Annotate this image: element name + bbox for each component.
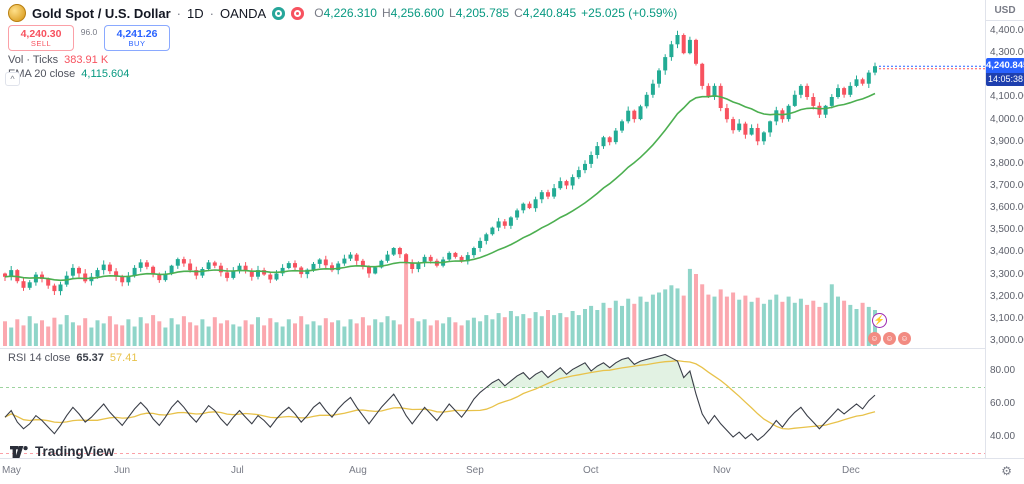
high-label: H <box>381 6 391 20</box>
volume-legend[interactable]: Vol · Ticks 383.91 K <box>8 54 108 66</box>
price-axis-label: 3,600.000 <box>990 202 1024 213</box>
tradingview-logo[interactable]: TradingView <box>10 444 114 459</box>
time-axis-month-label: Oct <box>583 465 599 476</box>
price-axis-label: 3,100.000 <box>990 313 1024 324</box>
ohlc-values: O4,226.310 H4,256.600 L4,205.785 C4,240.… <box>314 6 677 20</box>
smiley-reaction-icon[interactable]: ☺ <box>868 332 881 345</box>
price-axis-label: 3,900.000 <box>990 136 1024 147</box>
symbol-name[interactable]: Gold Spot / U.S. Dollar <box>32 5 171 21</box>
ema-legend[interactable]: EMA 20 close 4,115.604 <box>8 68 129 80</box>
close-value: 4,240.845 <box>522 6 577 20</box>
price-axis-label: 3,700.000 <box>990 180 1024 191</box>
chart-canvas[interactable] <box>0 0 986 458</box>
trade-widget: 4,240.30 SELL 96.0 4,241.26 BUY <box>8 25 170 51</box>
price-axis-label: 3,400.000 <box>990 246 1024 257</box>
high-value: 4,256.600 <box>390 6 445 20</box>
spread-value: 96.0 <box>80 27 98 37</box>
exchange-label[interactable]: OANDA <box>219 5 267 21</box>
visibility-icon[interactable] <box>272 6 286 20</box>
tradingview-logo-text: TradingView <box>35 444 115 459</box>
price-axis-label: 3,500.000 <box>990 224 1024 235</box>
price-axis-label: 3,800.000 <box>990 158 1024 169</box>
price-axis-label: 3,200.000 <box>990 291 1024 302</box>
sell-price: 4,240.30 <box>20 27 62 40</box>
symbol-legend: Gold Spot / U.S. Dollar · 1D · OANDA O4,… <box>8 4 677 22</box>
rsi-axis-label: 40.00 <box>990 431 1016 442</box>
smiley-reaction-icon[interactable]: ☺ <box>883 332 896 345</box>
alert-icon[interactable] <box>291 6 305 20</box>
axis-settings-icon[interactable]: ⚙ <box>1001 464 1012 478</box>
price-axis-label: 4,100.000 <box>990 91 1024 102</box>
flash-reaction-icon[interactable]: ⚡ <box>872 313 887 328</box>
change-value: +25.025 (+0.59%) <box>581 6 678 20</box>
smiley-reaction-icon[interactable]: ☺ <box>898 332 911 345</box>
time-axis-month-label: Jun <box>114 465 131 476</box>
sell-button[interactable]: 4,240.30 SELL <box>8 25 74 51</box>
ema-legend-value: 4,115.604 <box>81 68 130 80</box>
price-axis-label: 4,000.000 <box>990 114 1024 125</box>
separator-dot: · <box>209 5 214 21</box>
open-label: O <box>314 6 324 20</box>
current-price-value: 4,240.845 <box>986 58 1024 73</box>
price-axis-label: 3,000.000 <box>990 335 1024 346</box>
price-axis[interactable]: USD 4,240.845 14:05:38 4,400.000 4,300.00… <box>985 0 1024 458</box>
rsi-axis-label: 80.00 <box>990 365 1016 376</box>
buy-label: BUY <box>128 39 146 48</box>
volume-legend-value: 383.91 K <box>64 54 109 66</box>
instrument-logo-icon <box>8 4 26 22</box>
low-value: 4,205.785 <box>455 6 510 20</box>
time-axis-month-label: Jul <box>231 465 244 476</box>
current-price-badge[interactable]: 4,240.845 14:05:38 <box>986 58 1024 86</box>
interval-label[interactable]: 1D <box>187 5 204 21</box>
currency-label[interactable]: USD <box>986 0 1024 21</box>
sell-label: SELL <box>30 39 52 48</box>
open-value: 4,226.310 <box>323 6 377 20</box>
time-axis-month-label: Aug <box>349 465 367 476</box>
bar-countdown: 14:05:38 <box>986 73 1024 86</box>
ema-legend-title: EMA 20 close <box>8 68 76 80</box>
time-axis[interactable]: ⚙ May Jun Jul Aug Sep Oct Nov Dec <box>0 458 1024 484</box>
time-axis-month-label: May <box>2 465 21 476</box>
tradingview-logo-icon <box>10 445 28 458</box>
low-label: L <box>449 6 456 20</box>
collapse-legend-button[interactable]: ^ <box>5 72 20 86</box>
pane-separator[interactable] <box>0 348 1024 349</box>
buy-price: 4,241.26 <box>116 27 158 40</box>
rsi-legend[interactable]: RSI 14 close 65.37 57.41 <box>8 352 137 364</box>
buy-button[interactable]: 4,241.26 BUY <box>104 25 170 51</box>
close-label: C <box>514 6 523 20</box>
price-axis-label: 4,300.000 <box>990 47 1024 58</box>
time-axis-month-label: Sep <box>466 465 484 476</box>
rsi-ma-value: 57.41 <box>109 352 138 364</box>
separator-dot: · <box>176 5 182 21</box>
time-axis-month-label: Dec <box>842 465 860 476</box>
rsi-legend-title: RSI 14 close <box>8 352 71 364</box>
price-axis-label: 3,300.000 <box>990 269 1024 280</box>
rsi-legend-value: 65.37 <box>76 352 104 364</box>
time-axis-month-label: Nov <box>713 465 731 476</box>
price-axis-label: 4,400.000 <box>990 25 1024 36</box>
rsi-axis-label: 60.00 <box>990 398 1016 409</box>
volume-legend-title: Vol · Ticks <box>8 54 59 66</box>
